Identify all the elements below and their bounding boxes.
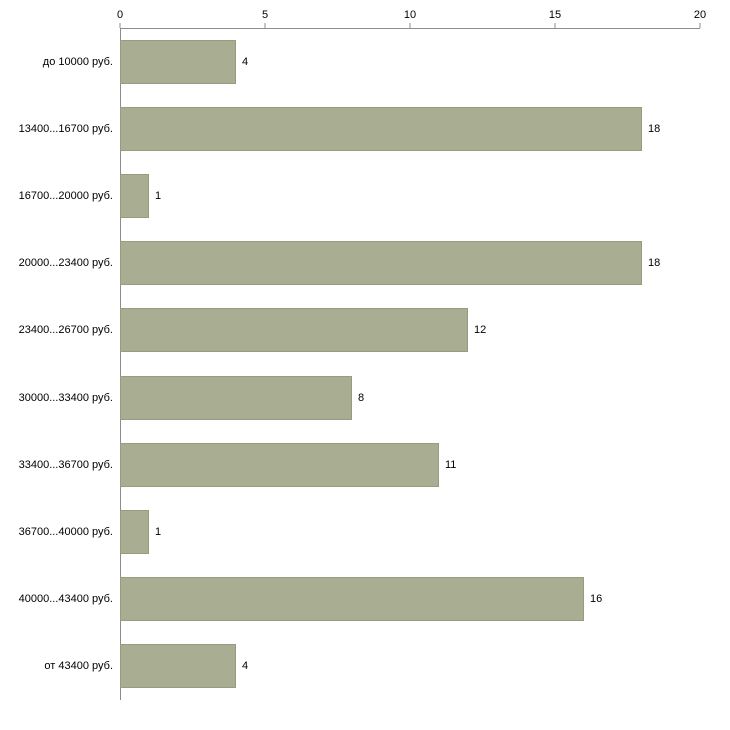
bar-track: 8 bbox=[120, 364, 700, 431]
x-tick-mark bbox=[554, 23, 556, 28]
bar bbox=[120, 509, 149, 554]
category-label: от 43400 руб. bbox=[44, 660, 113, 673]
bar bbox=[120, 39, 236, 84]
category-label: 23400...26700 руб. bbox=[18, 324, 113, 337]
value-label: 1 bbox=[155, 525, 162, 538]
bar-track: 16 bbox=[120, 566, 700, 633]
chart-row: 20000...23400 руб. 18 bbox=[0, 230, 730, 297]
x-tick-label: 20 bbox=[693, 9, 707, 21]
category-label: до 10000 руб. bbox=[42, 55, 113, 68]
bar-track: 1 bbox=[120, 162, 700, 229]
chart-row: 13400...16700 руб. 18 bbox=[0, 95, 730, 162]
value-label: 16 bbox=[590, 593, 603, 606]
category-label: 16700...20000 руб. bbox=[18, 189, 113, 202]
x-tick-mark bbox=[119, 23, 121, 28]
value-label: 11 bbox=[445, 458, 457, 471]
x-axis: 0 5 10 15 20 bbox=[116, 0, 706, 28]
chart-rows: до 10000 руб. 4 13400...16700 руб. 18 16700.… bbox=[0, 28, 730, 700]
category-label: 30000...33400 руб. bbox=[18, 391, 113, 404]
chart-row: 36700...40000 руб. 1 bbox=[0, 498, 730, 565]
value-label: 8 bbox=[358, 391, 365, 404]
value-label: 4 bbox=[242, 660, 249, 673]
chart-row: 23400...26700 руб. 12 bbox=[0, 297, 730, 364]
bar-track: 12 bbox=[120, 297, 700, 364]
category-label: 40000...43400 руб. bbox=[18, 593, 113, 606]
chart-row: 40000...43400 руб. 16 bbox=[0, 566, 730, 633]
chart-row: 30000...33400 руб. 8 bbox=[0, 364, 730, 431]
chart-row: 16700...20000 руб. 1 bbox=[0, 162, 730, 229]
chart-row: 33400...36700 руб. 11 bbox=[0, 431, 730, 498]
bar bbox=[120, 241, 642, 286]
x-tick-label: 10 bbox=[403, 9, 417, 21]
bar-track: 4 bbox=[120, 28, 700, 95]
category-label: 13400...16700 руб. bbox=[18, 122, 113, 135]
bar-track: 4 bbox=[120, 633, 700, 700]
chart-row: до 10000 руб. 4 bbox=[0, 28, 730, 95]
x-tick-mark bbox=[264, 23, 266, 28]
value-label: 18 bbox=[648, 257, 661, 270]
x-tick-label: 15 bbox=[548, 9, 562, 21]
value-label: 18 bbox=[648, 122, 661, 135]
category-label: 20000...23400 руб. bbox=[18, 257, 113, 270]
value-label: 12 bbox=[474, 324, 487, 337]
x-tick-label: 0 bbox=[116, 9, 124, 21]
bar-track: 11 bbox=[120, 431, 700, 498]
bar bbox=[120, 173, 149, 218]
bar bbox=[120, 106, 642, 151]
x-tick-mark bbox=[699, 23, 701, 28]
chart-row: от 43400 руб. 4 bbox=[0, 633, 730, 700]
category-label: 36700...40000 руб. bbox=[18, 525, 113, 538]
x-tick-label: 5 bbox=[261, 9, 269, 21]
bar bbox=[120, 442, 439, 487]
bar-track: 18 bbox=[120, 95, 700, 162]
category-label: 33400...36700 руб. bbox=[18, 458, 113, 471]
bar bbox=[120, 375, 352, 420]
bar-track: 1 bbox=[120, 498, 700, 565]
bar bbox=[120, 308, 468, 353]
bar bbox=[120, 644, 236, 689]
bar-track: 18 bbox=[120, 230, 700, 297]
x-tick-mark bbox=[409, 23, 411, 28]
bar bbox=[120, 577, 584, 622]
value-label: 1 bbox=[155, 189, 162, 202]
value-label: 4 bbox=[242, 55, 249, 68]
